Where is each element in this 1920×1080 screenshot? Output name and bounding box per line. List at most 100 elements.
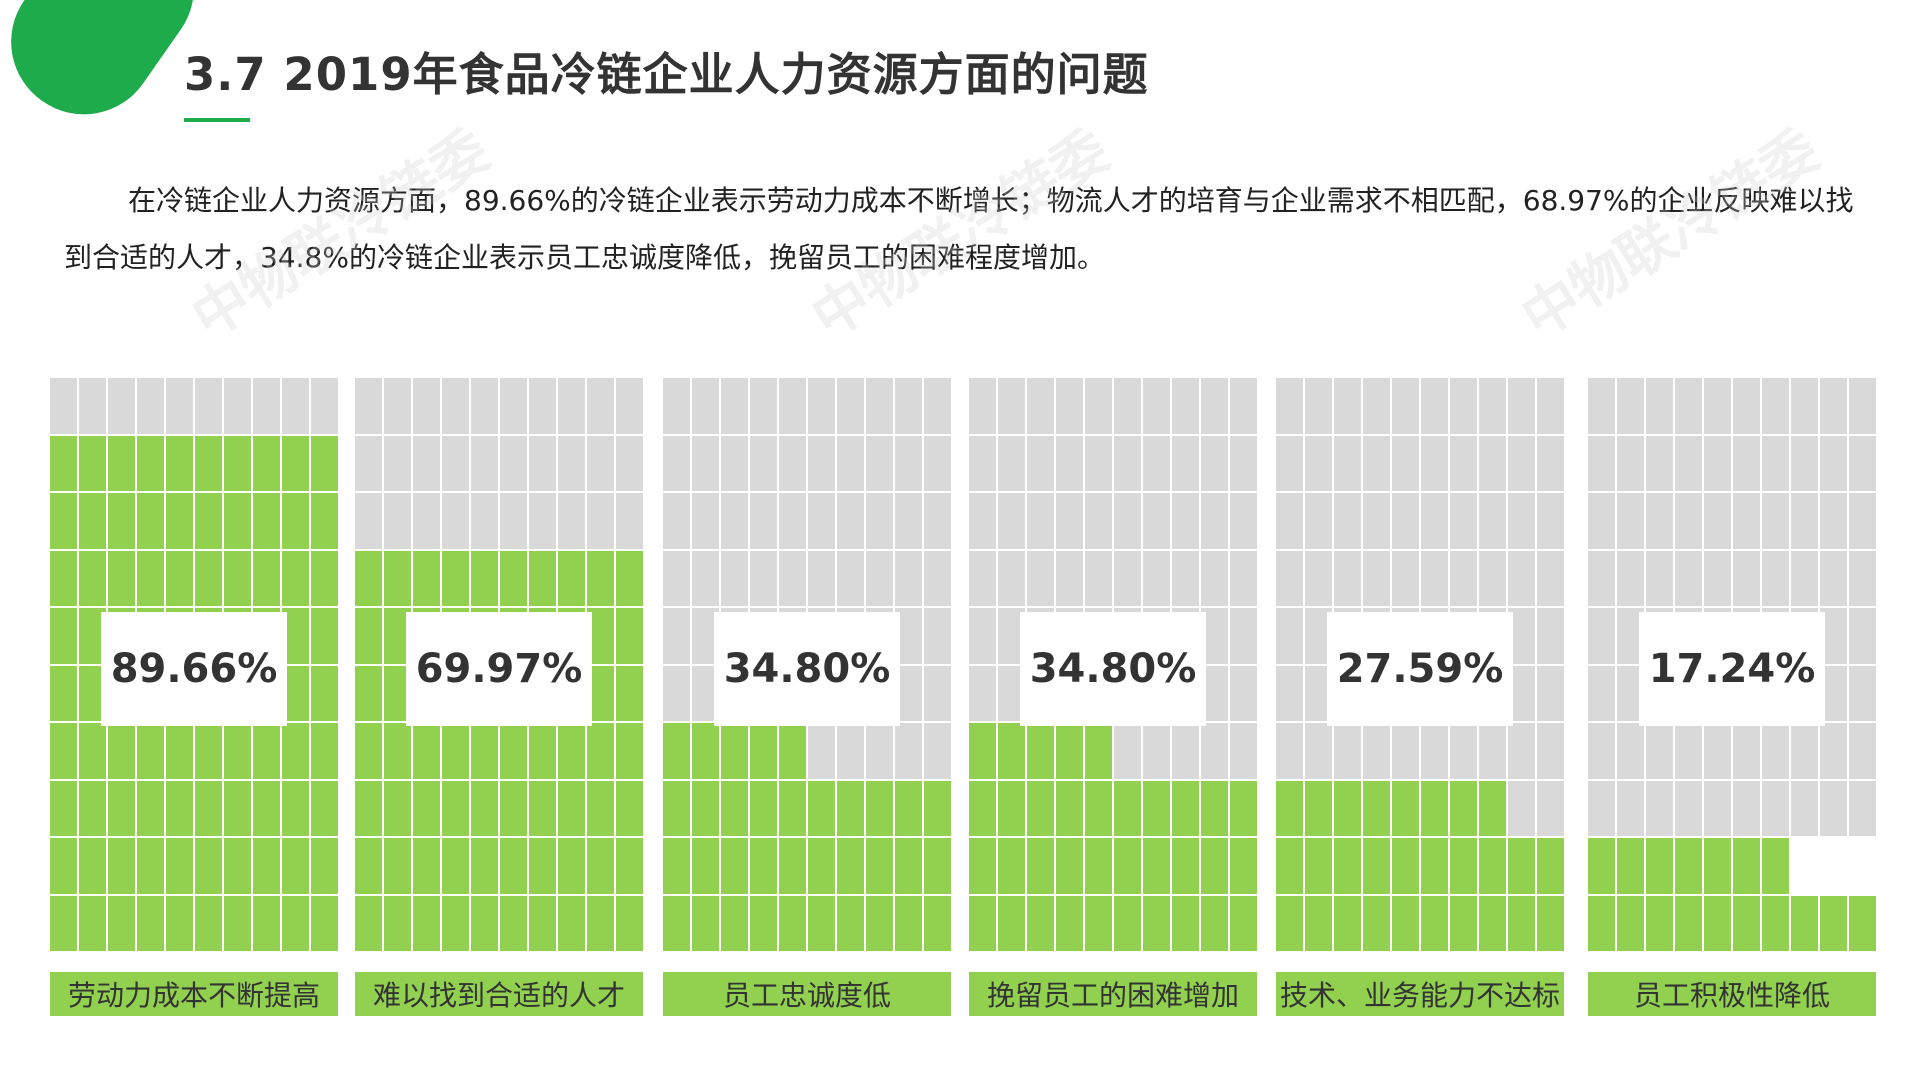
waffle-cell-empty <box>1392 378 1419 434</box>
waffle-cell-empty <box>663 378 690 434</box>
waffle-cell-empty <box>442 378 469 434</box>
waffle-cell-empty <box>1027 550 1054 606</box>
waffle-cell-empty <box>500 435 527 491</box>
waffle-cell-empty <box>969 665 996 721</box>
waffle-cell-empty <box>616 493 643 549</box>
waffle-cell-empty <box>1820 838 1847 894</box>
waffle-cell-filled <box>721 895 748 951</box>
waffle-cell-filled <box>384 780 411 836</box>
waffle-cell-empty <box>692 493 719 549</box>
waffle-cell-filled <box>79 780 106 836</box>
waffle-cell-empty <box>692 378 719 434</box>
waffle-cell-filled <box>311 780 338 836</box>
waffle-cell-filled <box>1675 838 1702 894</box>
waffle-cell-filled <box>195 723 222 779</box>
waffle-cell-empty <box>1230 608 1257 664</box>
waffle-cell-empty <box>998 435 1025 491</box>
title-underline <box>184 118 250 122</box>
waffle-cell-empty <box>1646 780 1673 836</box>
waffle-cell-filled <box>50 780 77 836</box>
waffle-cell-empty <box>500 493 527 549</box>
waffle-cell-filled <box>224 493 251 549</box>
waffle-cell-empty <box>1508 550 1535 606</box>
waffle-cell-empty <box>1537 780 1564 836</box>
waffle-cell-empty <box>1733 780 1760 836</box>
waffle-cell-empty <box>413 378 440 434</box>
waffle-cell-empty <box>1762 723 1789 779</box>
waffle-cell-empty <box>1172 378 1199 434</box>
waffle-cell-filled <box>224 895 251 951</box>
waffle-cell-empty <box>471 493 498 549</box>
waffle-cell-filled <box>79 895 106 951</box>
waffle-cell-empty <box>1791 378 1818 434</box>
waffle-cell-filled <box>663 838 690 894</box>
waffle-cell-filled <box>558 895 585 951</box>
waffle-cell-empty <box>1537 550 1564 606</box>
waffle-cell-filled <box>384 838 411 894</box>
waffle-cell-empty <box>471 378 498 434</box>
waffle-cell-filled <box>1508 895 1535 951</box>
waffle-cell-filled <box>355 838 382 894</box>
waffle-cell-empty <box>924 493 951 549</box>
waffle-cell-filled <box>616 665 643 721</box>
waffle-cell-empty <box>1617 780 1644 836</box>
waffle-cell-filled <box>1114 895 1141 951</box>
waffle-cell-empty <box>1646 723 1673 779</box>
waffle-cell-empty <box>1201 435 1228 491</box>
waffle-cell-empty <box>1617 435 1644 491</box>
waffle-cell-empty <box>1791 723 1818 779</box>
waffle-cell-filled <box>282 550 309 606</box>
waffle-cell-filled <box>1027 838 1054 894</box>
waffle-cell-filled <box>1392 895 1419 951</box>
waffle-cell-empty <box>895 378 922 434</box>
waffle-cell-filled <box>1479 780 1506 836</box>
waffle-cell-filled <box>355 665 382 721</box>
waffle-cell-empty <box>1276 550 1303 606</box>
waffle-cell-filled <box>924 838 951 894</box>
waffle-cell-empty <box>442 435 469 491</box>
waffle-cell-empty <box>779 493 806 549</box>
waffle-cell-filled <box>1172 838 1199 894</box>
waffle-cell-empty <box>1537 435 1564 491</box>
waffle-cell-empty <box>1537 378 1564 434</box>
waffle-cell-empty <box>1114 435 1141 491</box>
waffle-cell-empty <box>1027 378 1054 434</box>
waffle-cell-filled <box>895 780 922 836</box>
waffle-cell-filled <box>471 550 498 606</box>
waffle-cell-filled <box>311 838 338 894</box>
waffle-cell-empty <box>1143 435 1170 491</box>
waffle-cell-filled <box>355 780 382 836</box>
page-title: 3.7 2019年食品冷链企业人力资源方面的问题 <box>184 48 1149 101</box>
waffle-cell-filled <box>721 723 748 779</box>
waffle-cell-filled <box>1421 838 1448 894</box>
waffle-cell-empty <box>779 378 806 434</box>
waffle-cell-empty <box>1230 493 1257 549</box>
waffle-cell-filled <box>50 895 77 951</box>
waffle-cell-empty <box>1675 435 1702 491</box>
data-label: 34.80% <box>714 612 900 726</box>
waffle-cell-empty <box>1363 378 1390 434</box>
waffle-cell-filled <box>866 780 893 836</box>
waffle-cell-empty <box>1392 493 1419 549</box>
waffle-cell-filled <box>1421 780 1448 836</box>
waffle-cell-filled <box>282 780 309 836</box>
waffle-cell-empty <box>1791 435 1818 491</box>
waffle-cell-filled <box>1675 895 1702 951</box>
description-text: 在冷链企业人力资源方面，89.66%的冷链企业表示劳动力成本不断增长；物流人才的… <box>64 184 1854 274</box>
waffle-cell-filled <box>1363 895 1390 951</box>
waffle-cell-filled <box>779 723 806 779</box>
waffle-cell-filled <box>1450 780 1477 836</box>
waffle-cell-filled <box>355 608 382 664</box>
waffle-cell-empty <box>1849 493 1876 549</box>
waffle-cell-empty <box>1143 723 1170 779</box>
waffle-cell-empty <box>692 435 719 491</box>
waffle-cell-filled <box>500 723 527 779</box>
waffle-cell-empty <box>924 378 951 434</box>
waffle-cell-filled <box>224 780 251 836</box>
waffle-cell-empty <box>1733 435 1760 491</box>
waffle-cell-empty <box>1820 550 1847 606</box>
waffle-cell-filled <box>866 895 893 951</box>
waffle-cell-filled <box>311 435 338 491</box>
waffle-cell-empty <box>282 378 309 434</box>
waffle-cell-empty <box>1276 493 1303 549</box>
